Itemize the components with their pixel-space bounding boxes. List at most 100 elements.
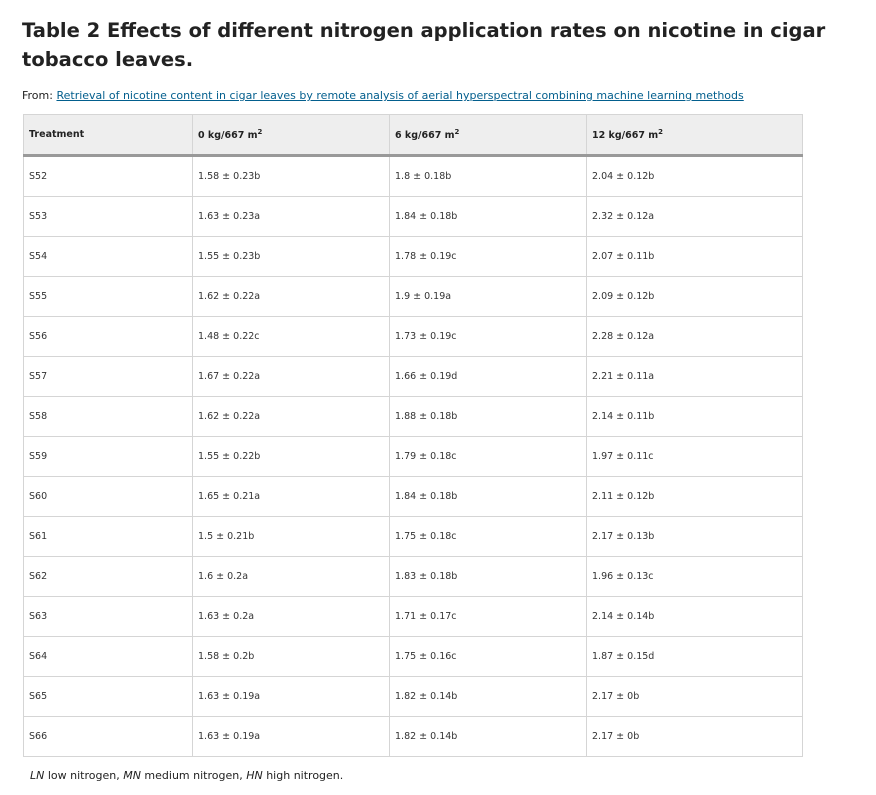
value-cell: 2.32 ± 0.12a bbox=[586, 196, 803, 237]
column-header-superscript: 2 bbox=[454, 127, 460, 136]
treatment-cell: S59 bbox=[23, 436, 193, 477]
value-cell: 1.8 ± 0.18b bbox=[389, 155, 587, 197]
table-row: S63 1.63 ± 0.2a 1.71 ± 0.17c 2.14 ± 0.14b bbox=[23, 596, 803, 637]
column-header-label: 6 kg/667 m bbox=[395, 130, 455, 142]
table-footnote: LN low nitrogen, MN medium nitrogen, HN … bbox=[30, 768, 343, 783]
value-cell: 1.87 ± 0.15d bbox=[586, 636, 803, 677]
column-header-superscript: 2 bbox=[658, 127, 664, 136]
footnote-definition: high nitrogen. bbox=[262, 769, 344, 782]
value-cell: 2.14 ± 0.14b bbox=[586, 596, 803, 637]
table-row: S60 1.65 ± 0.21a 1.84 ± 0.18b 2.11 ± 0.12b bbox=[23, 476, 803, 517]
column-header: 0 kg/667 m2 bbox=[192, 114, 390, 157]
column-header: 12 kg/667 m2 bbox=[586, 114, 803, 157]
value-cell: 1.63 ± 0.19a bbox=[192, 716, 390, 757]
value-cell: 2.21 ± 0.11a bbox=[586, 356, 803, 397]
value-cell: 1.75 ± 0.18c bbox=[389, 516, 587, 557]
value-cell: 1.66 ± 0.19d bbox=[389, 356, 587, 397]
column-header: Treatment bbox=[23, 114, 193, 157]
value-cell: 1.5 ± 0.21b bbox=[192, 516, 390, 557]
value-cell: 2.04 ± 0.12b bbox=[586, 155, 803, 197]
table-row: S62 1.6 ± 0.2a 1.83 ± 0.18b 1.96 ± 0.13c bbox=[23, 556, 803, 597]
value-cell: 1.67 ± 0.22a bbox=[192, 356, 390, 397]
table-row: S61 1.5 ± 0.21b 1.75 ± 0.18c 2.17 ± 0.13b bbox=[23, 516, 803, 557]
table-row: S58 1.62 ± 0.22a 1.88 ± 0.18b 2.14 ± 0.11b bbox=[23, 396, 803, 437]
table-row: S57 1.67 ± 0.22a 1.66 ± 0.19d 2.21 ± 0.11a bbox=[23, 356, 803, 397]
value-cell: 2.28 ± 0.12a bbox=[586, 316, 803, 357]
treatment-cell: S58 bbox=[23, 396, 193, 437]
value-cell: 1.82 ± 0.14b bbox=[389, 676, 587, 717]
column-header-label: 12 kg/667 m bbox=[592, 130, 659, 142]
value-cell: 1.65 ± 0.21a bbox=[192, 476, 390, 517]
table-row: S54 1.55 ± 0.23b 1.78 ± 0.19c 2.07 ± 0.11b bbox=[23, 236, 803, 277]
value-cell: 1.6 ± 0.2a bbox=[192, 556, 390, 597]
treatment-cell: S56 bbox=[23, 316, 193, 357]
value-cell: 1.55 ± 0.23b bbox=[192, 236, 390, 277]
value-cell: 1.48 ± 0.22c bbox=[192, 316, 390, 357]
value-cell: 1.63 ± 0.2a bbox=[192, 596, 390, 637]
data-table-container: Treatment 0 kg/667 m2 6 kg/667 m2 12 kg/667… bbox=[23, 114, 803, 757]
table-row: S56 1.48 ± 0.22c 1.73 ± 0.19c 2.28 ± 0.12a bbox=[23, 316, 803, 357]
footnote-definition: medium nitrogen, bbox=[140, 769, 247, 782]
treatment-cell: S66 bbox=[23, 716, 193, 757]
table-row: S59 1.55 ± 0.22b 1.79 ± 0.18c 1.97 ± 0.11c bbox=[23, 436, 803, 477]
value-cell: 2.11 ± 0.12b bbox=[586, 476, 803, 517]
value-cell: 1.71 ± 0.17c bbox=[389, 596, 587, 637]
value-cell: 1.78 ± 0.19c bbox=[389, 236, 587, 277]
value-cell: 1.88 ± 0.18b bbox=[389, 396, 587, 437]
table-row: S52 1.58 ± 0.23b 1.8 ± 0.18b 2.04 ± 0.12b bbox=[23, 155, 803, 197]
page-title: Table 2 Effects of different nitrogen ap… bbox=[22, 19, 826, 71]
treatment-cell: S52 bbox=[23, 155, 193, 197]
treatment-cell: S57 bbox=[23, 356, 193, 397]
footnote-abbreviation: HN bbox=[246, 769, 263, 782]
column-header-label: Treatment bbox=[29, 129, 85, 140]
source-article-link[interactable]: Retrieval of nicotine content in cigar l… bbox=[56, 89, 744, 102]
treatment-cell: S53 bbox=[23, 196, 193, 237]
footnote-abbreviation: LN bbox=[30, 769, 45, 782]
treatment-cell: S55 bbox=[23, 276, 193, 317]
value-cell: 1.62 ± 0.22a bbox=[192, 396, 390, 437]
value-cell: 1.9 ± 0.19a bbox=[389, 276, 587, 317]
treatment-cell: S65 bbox=[23, 676, 193, 717]
value-cell: 1.97 ± 0.11c bbox=[586, 436, 803, 477]
footnote-abbreviation: MN bbox=[123, 769, 141, 782]
table-row: S55 1.62 ± 0.22a 1.9 ± 0.19a 2.09 ± 0.12b bbox=[23, 276, 803, 317]
value-cell: 1.96 ± 0.13c bbox=[586, 556, 803, 597]
value-cell: 2.17 ± 0b bbox=[586, 676, 803, 717]
value-cell: 2.14 ± 0.11b bbox=[586, 396, 803, 437]
value-cell: 1.63 ± 0.23a bbox=[192, 196, 390, 237]
value-cell: 1.84 ± 0.18b bbox=[389, 196, 587, 237]
value-cell: 2.17 ± 0.13b bbox=[586, 516, 803, 557]
column-header-label: 0 kg/667 m bbox=[198, 130, 258, 142]
value-cell: 2.17 ± 0b bbox=[586, 716, 803, 757]
value-cell: 2.09 ± 0.12b bbox=[586, 276, 803, 317]
value-cell: 1.55 ± 0.22b bbox=[192, 436, 390, 477]
value-cell: 1.79 ± 0.18c bbox=[389, 436, 587, 477]
treatment-cell: S61 bbox=[23, 516, 193, 557]
value-cell: 1.58 ± 0.23b bbox=[192, 155, 390, 197]
source-citation: From: Retrieval of nicotine content in c… bbox=[22, 88, 744, 103]
treatment-cell: S62 bbox=[23, 556, 193, 597]
value-cell: 1.84 ± 0.18b bbox=[389, 476, 587, 517]
treatment-cell: S64 bbox=[23, 636, 193, 677]
table-body: S52 1.58 ± 0.23b 1.8 ± 0.18b 2.04 ± 0.12b S5… bbox=[23, 155, 803, 757]
from-prefix: From: bbox=[22, 89, 57, 102]
treatment-cell: S60 bbox=[23, 476, 193, 517]
value-cell: 1.82 ± 0.14b bbox=[389, 716, 587, 757]
column-header-superscript: 2 bbox=[257, 127, 263, 136]
table-header-row: Treatment 0 kg/667 m2 6 kg/667 m2 12 kg/667… bbox=[23, 114, 803, 157]
table-row: S65 1.63 ± 0.19a 1.82 ± 0.14b 2.17 ± 0b bbox=[23, 676, 803, 717]
footnote-definition: low nitrogen, bbox=[44, 769, 124, 782]
treatment-cell: S63 bbox=[23, 596, 193, 637]
value-cell: 1.62 ± 0.22a bbox=[192, 276, 390, 317]
table-row: S64 1.58 ± 0.2b 1.75 ± 0.16c 1.87 ± 0.15d bbox=[23, 636, 803, 677]
table-row: S66 1.63 ± 0.19a 1.82 ± 0.14b 2.17 ± 0b bbox=[23, 716, 803, 757]
value-cell: 1.73 ± 0.19c bbox=[389, 316, 587, 357]
value-cell: 2.07 ± 0.11b bbox=[586, 236, 803, 277]
table-row: S53 1.63 ± 0.23a 1.84 ± 0.18b 2.32 ± 0.12a bbox=[23, 196, 803, 237]
treatment-cell: S54 bbox=[23, 236, 193, 277]
column-header: 6 kg/667 m2 bbox=[389, 114, 587, 157]
nicotine-table: Treatment 0 kg/667 m2 6 kg/667 m2 12 kg/667… bbox=[23, 114, 803, 757]
value-cell: 1.75 ± 0.16c bbox=[389, 636, 587, 677]
value-cell: 1.63 ± 0.19a bbox=[192, 676, 390, 717]
value-cell: 1.58 ± 0.2b bbox=[192, 636, 390, 677]
